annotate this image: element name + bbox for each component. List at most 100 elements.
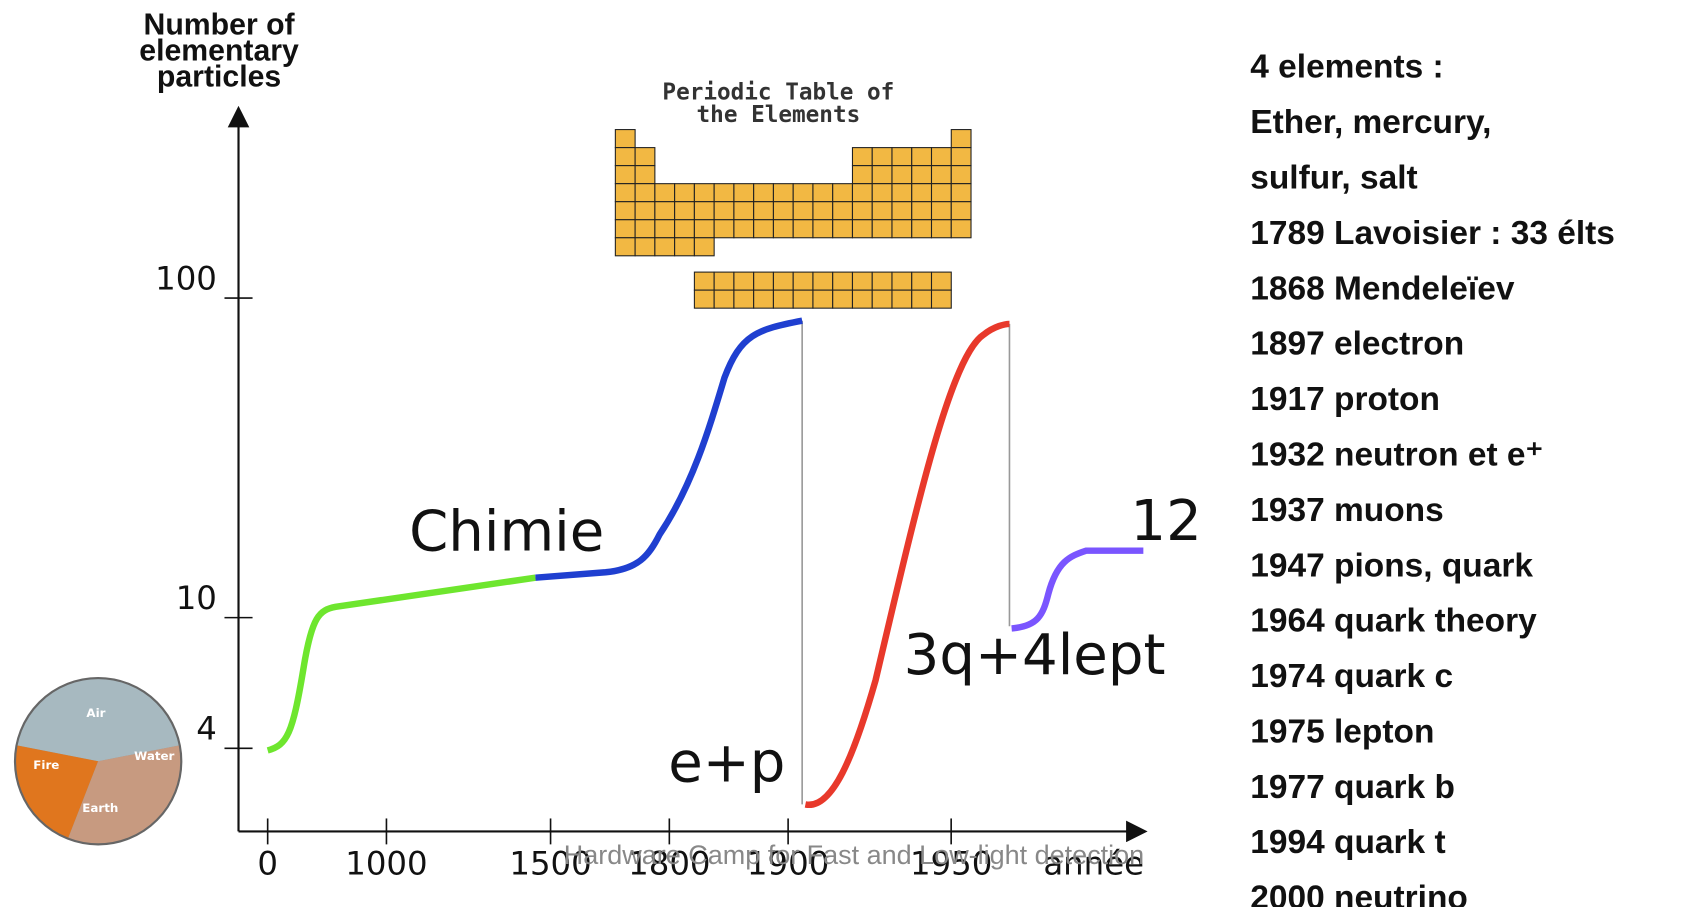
element-cell	[615, 130, 635, 148]
timeline-entry: 1868 Mendeleïev	[1250, 270, 1515, 307]
element-cell	[892, 148, 912, 166]
element-cell	[615, 220, 635, 238]
element-cell	[813, 184, 833, 202]
element-cell	[655, 220, 675, 238]
element-cell	[714, 272, 734, 290]
element-cell	[694, 238, 714, 256]
element-cell	[833, 272, 853, 290]
y-tick-label: 4	[196, 710, 217, 748]
element-cell	[694, 290, 714, 308]
y-axis-title-line: particles	[157, 60, 281, 93]
y-tick-label: 100	[155, 259, 217, 297]
x-tick-label: 1000	[345, 845, 427, 883]
element-cell	[754, 184, 774, 202]
y-axis-title: Number ofelementaryparticles	[139, 9, 299, 94]
element-cell	[932, 290, 952, 308]
element-cell	[833, 184, 853, 202]
element-cell	[635, 166, 655, 184]
element-cell	[892, 202, 912, 220]
element-cell	[635, 148, 655, 166]
element-cell	[912, 202, 932, 220]
curve-elements	[268, 578, 536, 751]
timeline-entry: 1994 quark t	[1250, 824, 1445, 861]
image-label: Water	[134, 749, 174, 763]
element-cell	[655, 238, 675, 256]
element-cell	[872, 220, 892, 238]
curve-particles	[805, 324, 1009, 805]
curve-standard-model	[1012, 551, 1144, 629]
element-cell	[872, 202, 892, 220]
periodic-table-title: the Elements	[697, 102, 861, 128]
timeline-entry: 1789 Lavoisier : 33 élts	[1250, 215, 1615, 252]
element-cell	[773, 202, 793, 220]
element-cell	[635, 202, 655, 220]
element-cell	[734, 184, 754, 202]
element-cell	[773, 272, 793, 290]
timeline-entry: 1937 muons	[1250, 492, 1443, 529]
element-cell	[951, 166, 971, 184]
element-cell	[635, 220, 655, 238]
element-cell	[951, 184, 971, 202]
timeline-entry: Ether, mercury,	[1250, 104, 1491, 141]
element-cell	[912, 290, 932, 308]
element-cell	[793, 220, 813, 238]
element-cell	[793, 184, 813, 202]
element-cell	[734, 272, 754, 290]
annotation: 3q+4lept	[904, 623, 1166, 688]
element-cell	[951, 202, 971, 220]
element-cell	[912, 148, 932, 166]
element-cell	[951, 148, 971, 166]
element-cell	[813, 272, 833, 290]
element-cell	[892, 272, 912, 290]
timeline-entry: 1975 lepton	[1250, 713, 1434, 750]
element-cell	[714, 202, 734, 220]
annotation: 12	[1130, 489, 1201, 554]
element-cell	[615, 148, 635, 166]
element-cell	[714, 220, 734, 238]
element-cell	[615, 166, 635, 184]
element-cell	[912, 184, 932, 202]
element-cell	[754, 220, 774, 238]
element-cell	[675, 238, 695, 256]
element-cell	[912, 272, 932, 290]
element-cell	[872, 148, 892, 166]
element-cell	[615, 202, 635, 220]
timeline-entry: 1897 electron	[1250, 326, 1464, 363]
timeline-entry: 2000 neutrino	[1250, 880, 1468, 907]
element-cell	[675, 220, 695, 238]
element-cell	[912, 220, 932, 238]
element-cell	[734, 290, 754, 308]
element-cell	[734, 220, 754, 238]
image-label: Fire	[33, 758, 59, 772]
element-cell	[833, 220, 853, 238]
page: {"y_axis": {"title_lines": ["Number of",…	[0, 0, 1695, 907]
element-cell	[793, 272, 813, 290]
element-cell	[932, 272, 952, 290]
timeline-entry: 4 elements :	[1250, 49, 1443, 86]
element-cell	[852, 202, 872, 220]
element-cell	[694, 202, 714, 220]
timeline-entry: sulfur, salt	[1250, 160, 1417, 197]
element-cell	[932, 202, 952, 220]
element-cell	[655, 184, 675, 202]
element-cell	[675, 202, 695, 220]
element-cell	[872, 184, 892, 202]
element-cell	[852, 290, 872, 308]
footer: Hardware Camp for Fast and Low-light det…	[564, 840, 1144, 870]
element-cell	[892, 184, 912, 202]
element-cell	[734, 202, 754, 220]
element-cell	[615, 238, 635, 256]
element-cell	[852, 272, 872, 290]
periodic-table	[615, 130, 971, 309]
timeline-entry: 1917 proton	[1250, 381, 1440, 418]
annotation: e+p	[668, 731, 785, 796]
element-cell	[813, 290, 833, 308]
element-cell	[773, 184, 793, 202]
image-label: Air	[86, 706, 105, 720]
element-cell	[694, 220, 714, 238]
element-cell	[694, 184, 714, 202]
timeline-entry: 1932 neutron et e⁺	[1250, 436, 1543, 473]
x-tick-label: 0	[257, 845, 278, 883]
element-cell	[892, 166, 912, 184]
element-cell	[675, 184, 695, 202]
